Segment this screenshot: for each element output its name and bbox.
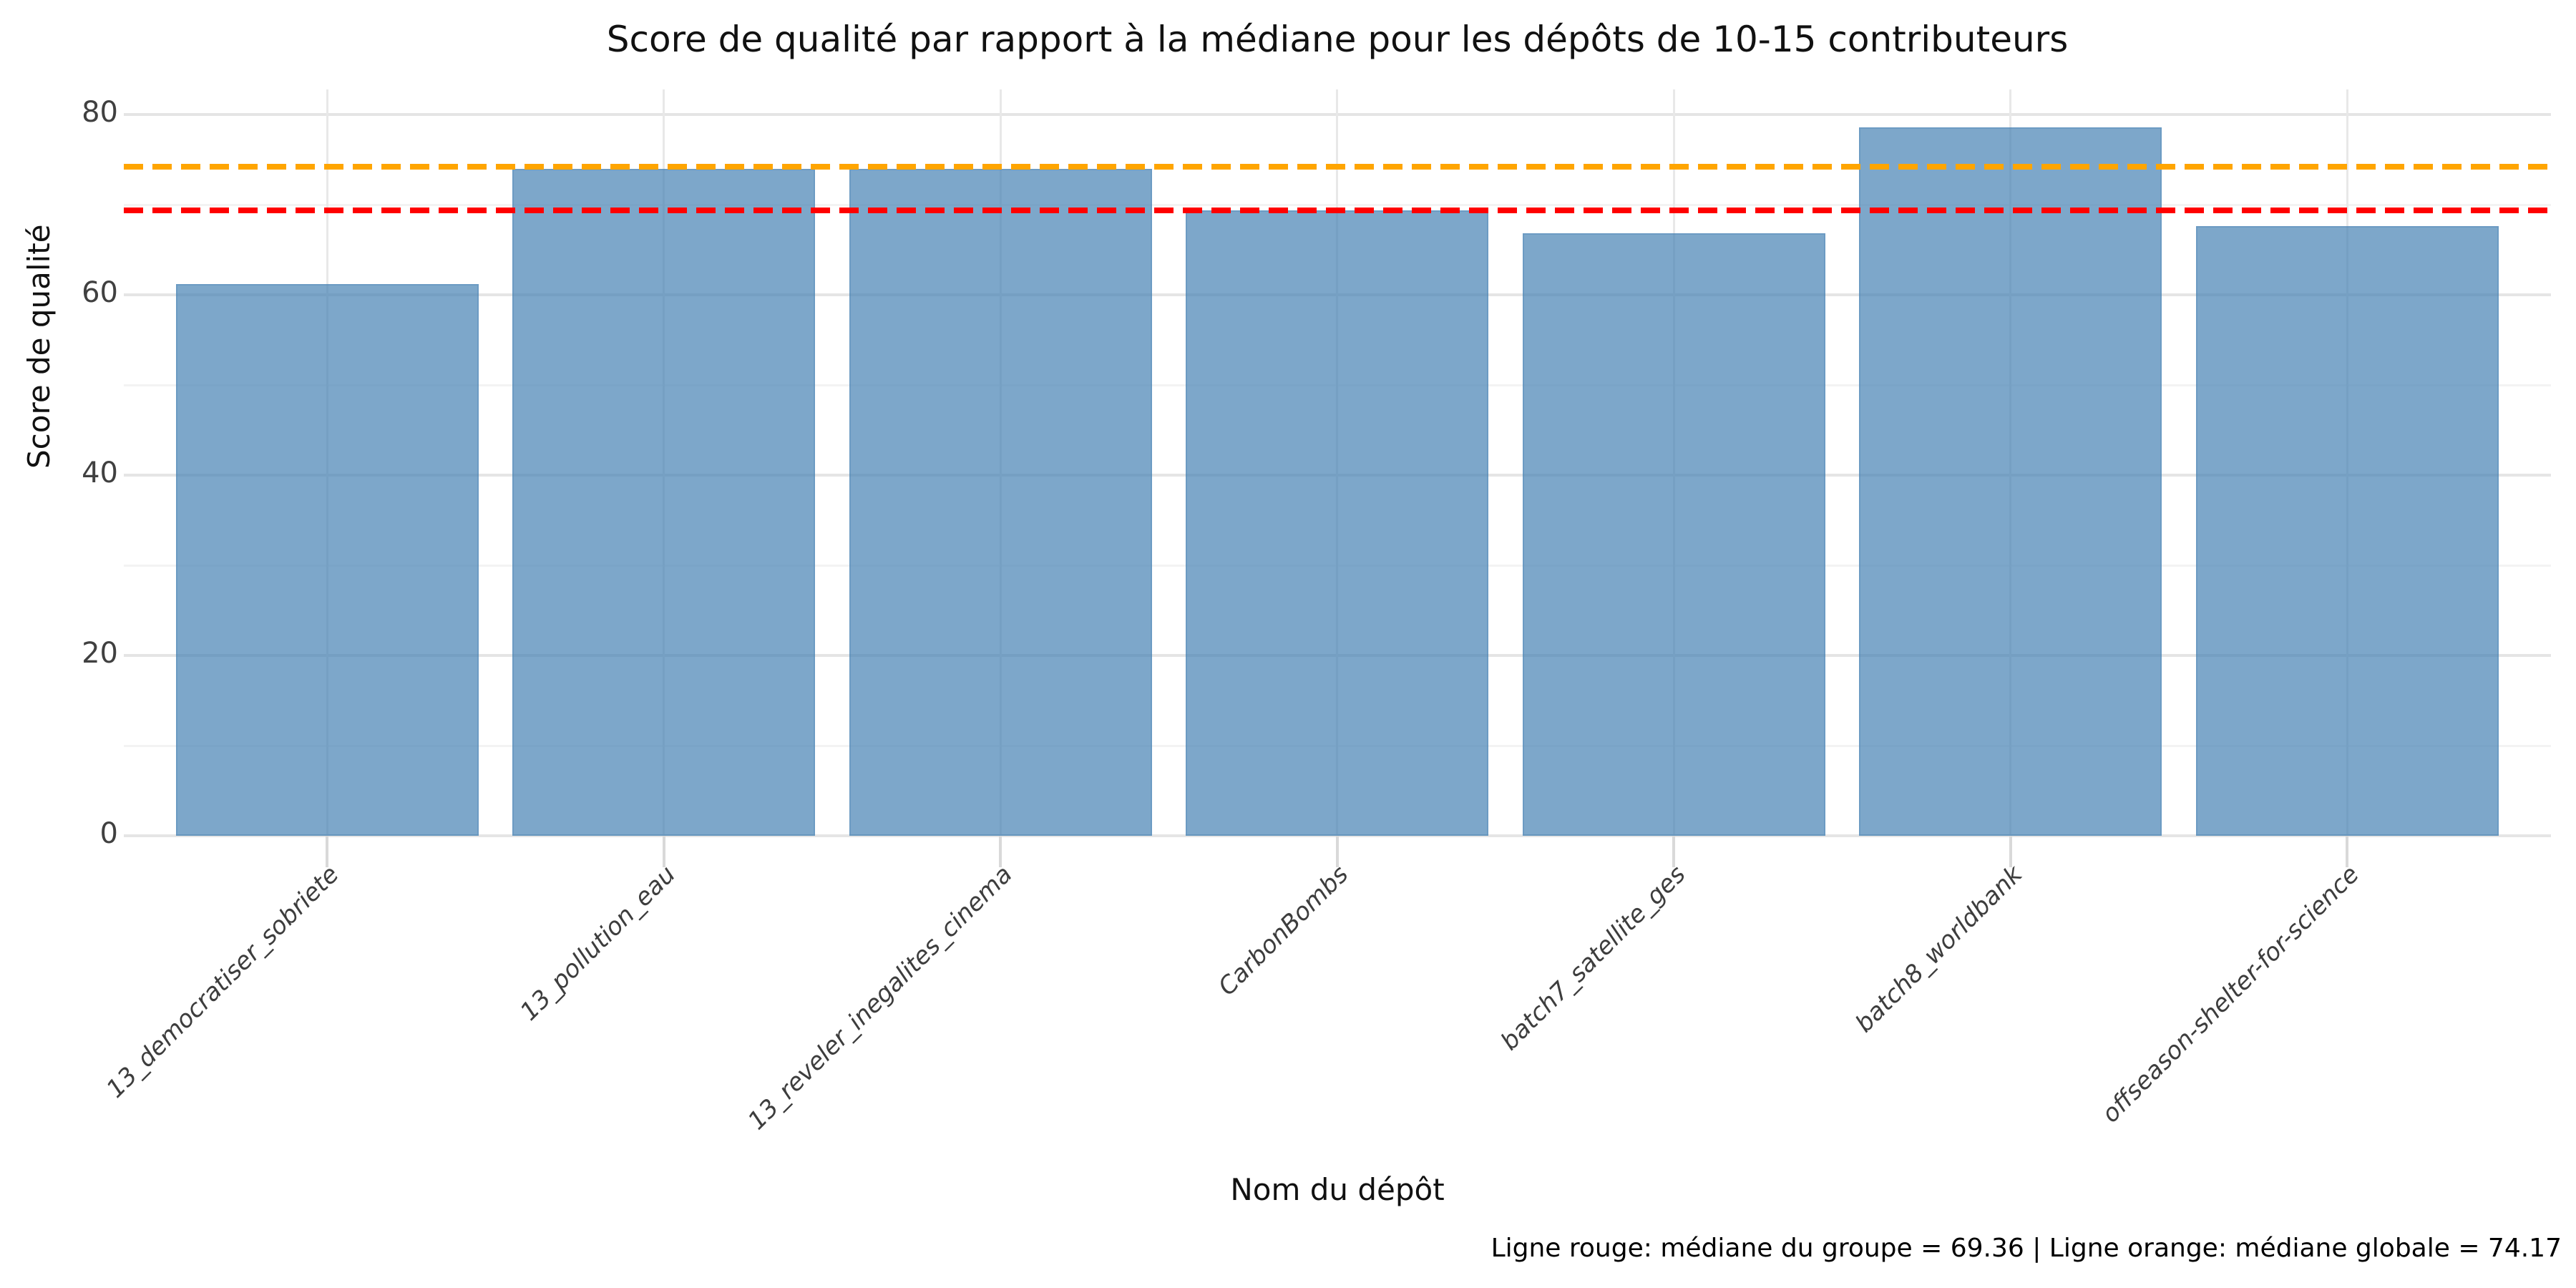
chart-title: Score de qualité par rapport à la médian… bbox=[606, 19, 2069, 60]
y-tick-label: 80 bbox=[82, 96, 118, 129]
x-tick-mark bbox=[326, 836, 328, 867]
x-tick-label: offseason-shelter-for-science bbox=[2096, 860, 2365, 1129]
x-tick-label: CarbonBombs bbox=[1213, 860, 1355, 1002]
y-tick-label: 20 bbox=[82, 637, 118, 670]
bar bbox=[1859, 127, 2162, 836]
x-tick-mark bbox=[662, 836, 665, 867]
x-tick-label: batch7_satellite_ges bbox=[1495, 860, 1692, 1056]
bar bbox=[849, 168, 1152, 836]
reference-line bbox=[124, 208, 2551, 214]
y-tick-label: 60 bbox=[82, 276, 118, 309]
footnote: Ligne rouge: médiane du groupe = 69.36 |… bbox=[1491, 1234, 2562, 1263]
x-tick-label: 13_reveler_inegalites_cinema bbox=[742, 860, 1018, 1136]
x-tick-mark bbox=[2346, 836, 2348, 867]
x-tick-label: 13_democratiser_sobriete bbox=[100, 860, 345, 1104]
bar bbox=[1186, 210, 1488, 836]
x-tick-mark bbox=[2009, 836, 2012, 867]
x-tick-label: 13_pollution_eau bbox=[514, 860, 681, 1027]
bar bbox=[2195, 226, 2499, 836]
y-tick-label: 40 bbox=[82, 457, 118, 489]
y-tick-label: 0 bbox=[99, 817, 118, 850]
bar bbox=[512, 168, 815, 836]
bar bbox=[1522, 233, 1825, 836]
x-tick-label: batch8_worldbank bbox=[1849, 860, 2028, 1038]
x-axis-label: Nom du dépôt bbox=[1230, 1172, 1445, 1207]
reference-line bbox=[124, 164, 2551, 170]
x-tick-mark bbox=[1672, 836, 1675, 867]
x-tick-mark bbox=[999, 836, 1002, 867]
x-tick-mark bbox=[1335, 836, 1339, 867]
bar bbox=[175, 283, 479, 836]
